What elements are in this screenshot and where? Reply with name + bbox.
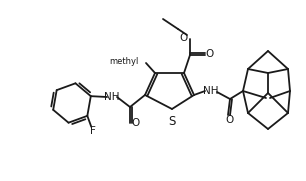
Text: O: O bbox=[206, 49, 214, 59]
Text: F: F bbox=[90, 126, 96, 136]
Text: O: O bbox=[225, 115, 233, 125]
Text: NH: NH bbox=[104, 92, 120, 102]
Text: O: O bbox=[180, 33, 188, 43]
Text: O: O bbox=[132, 118, 140, 128]
Text: NH: NH bbox=[203, 86, 219, 96]
Text: S: S bbox=[168, 115, 176, 128]
Text: methyl: methyl bbox=[110, 56, 139, 66]
